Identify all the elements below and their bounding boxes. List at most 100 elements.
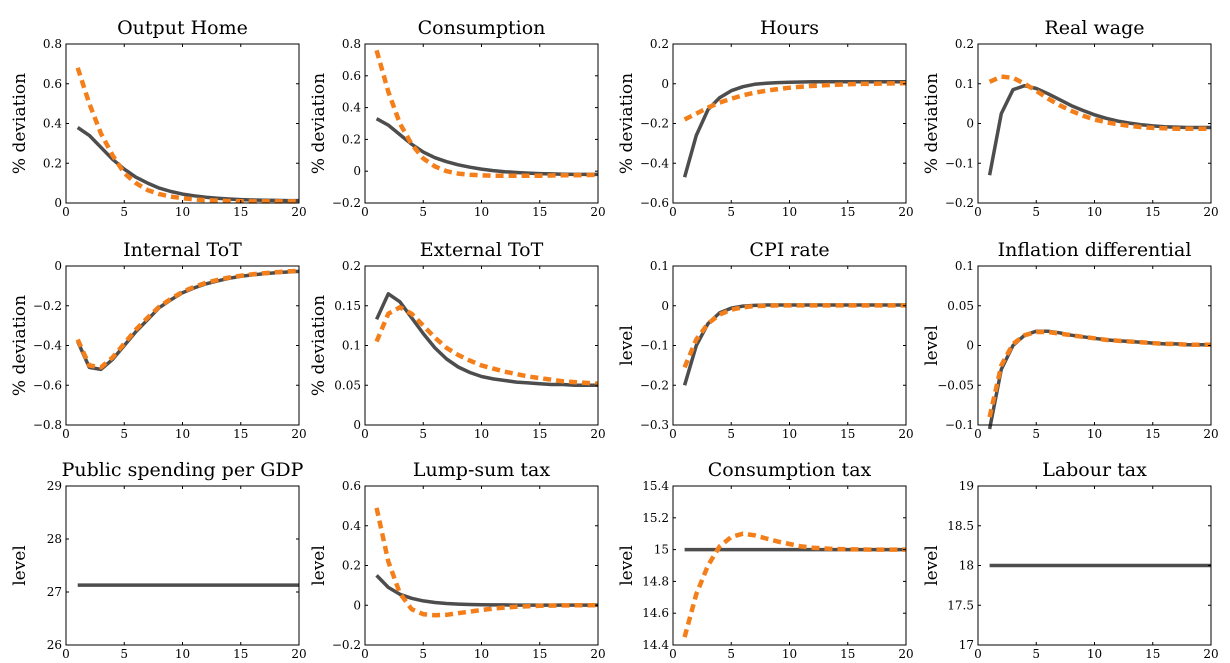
y-tick-label: 14.8 [642, 574, 669, 588]
series-line-dashed [75, 67, 299, 204]
y-tick-label: −0.1 [640, 339, 669, 353]
subplot-real-wage: Real wage % deviation 0 5 10 15 20 −0.2 −0.1 0 0.1… [922, 17, 1219, 219]
subplot-title: Public spending per GDP [62, 459, 304, 481]
y-tick-label: −0.6 [640, 196, 669, 210]
x-tick-label: 0 [62, 647, 70, 661]
series-line-dashed [374, 507, 598, 618]
x-tick-label: 20 [291, 647, 306, 661]
y-tick-label: −0.2 [332, 196, 361, 210]
series-line-solid [987, 329, 1211, 430]
x-tick-label: 10 [474, 647, 489, 661]
series-line-dashed [682, 303, 906, 369]
y-tick-label: 15.2 [642, 511, 669, 525]
y-tick-label: 0.2 [342, 132, 361, 146]
series-line-dashed [374, 305, 599, 386]
x-tick-label: 0 [361, 647, 369, 661]
series-line-solid [76, 126, 299, 203]
y-tick-label: 15.4 [642, 479, 669, 493]
x-tick-label: 0 [361, 205, 369, 219]
y-axis-label: % deviation [309, 295, 329, 396]
series-line-dashed [75, 268, 300, 370]
subplot-consumption-tax: Consumption tax level 0 5 10 15 20 14.4 14.6 14.8… [617, 459, 914, 661]
x-tick-label: 15 [532, 205, 547, 219]
x-tick-label: 0 [669, 205, 677, 219]
plot-frame [977, 43, 1212, 204]
subplot-inflation-differential: Inflation differential level 0 5 10 15 20 −0.1 −… [922, 239, 1219, 441]
x-tick-label: 20 [1203, 205, 1218, 219]
y-axis-label: level [10, 545, 30, 586]
x-tick-label: 10 [782, 205, 797, 219]
y-tick-label: 0.1 [650, 259, 669, 273]
y-tick-label: 0.8 [43, 37, 62, 51]
y-tick-label: −0.2 [640, 378, 669, 392]
x-tick-label: 10 [474, 205, 489, 219]
series-line-dashed [987, 329, 1211, 418]
plot-frame [65, 43, 300, 204]
x-tick-label: 15 [1145, 205, 1160, 219]
y-tick-label: 0.2 [650, 37, 669, 51]
y-tick-label: −0.1 [945, 418, 974, 432]
x-tick-label: 0 [62, 427, 70, 441]
plot-frame [672, 43, 907, 204]
x-tick-label: 20 [291, 427, 306, 441]
y-tick-label: 0 [966, 339, 974, 353]
x-tick-label: 5 [1032, 647, 1040, 661]
x-tick-label: 20 [590, 205, 605, 219]
y-tick-label: 0 [353, 164, 361, 178]
y-tick-label: 0.8 [342, 37, 361, 51]
x-tick-label: 10 [1087, 205, 1102, 219]
series-line-dashed [682, 531, 906, 638]
subplot-external-tot: External ToT % deviation 0 5 10 15 20 0 0.05 0.1 0… [309, 239, 606, 441]
y-axis-label: % deviation [10, 73, 30, 174]
x-tick-label: 5 [120, 427, 128, 441]
y-tick-label: 18.5 [947, 519, 974, 533]
x-tick-label: 0 [974, 427, 982, 441]
y-tick-label: −0.4 [33, 339, 63, 353]
y-tick-label: 0.4 [43, 117, 62, 131]
x-tick-label: 0 [974, 205, 982, 219]
x-tick-label: 10 [782, 647, 797, 661]
series-line-solid [682, 80, 906, 178]
y-tick-label: −0.4 [640, 156, 670, 170]
y-tick-label: 0.6 [43, 77, 62, 91]
y-tick-label: −0.8 [33, 418, 62, 432]
subplot-labour-tax: Labour tax level 0 5 10 15 20 17 17.5 18 18.5 19 [922, 459, 1219, 661]
y-tick-label: 0 [661, 299, 669, 313]
x-tick-label: 5 [727, 427, 735, 441]
y-tick-label: −0.3 [640, 418, 669, 432]
x-tick-label: 15 [840, 427, 855, 441]
y-tick-label: 0 [54, 259, 62, 273]
plot-frame [364, 43, 599, 204]
y-tick-label: 0.6 [342, 69, 361, 83]
y-tick-label: 0 [54, 196, 62, 210]
x-tick-label: 20 [1203, 427, 1218, 441]
y-tick-label: 0.2 [342, 259, 361, 273]
series-line-dashed [683, 80, 907, 122]
y-axis-label: level [309, 545, 329, 586]
x-tick-label: 10 [175, 427, 190, 441]
y-tick-label: 0 [353, 598, 361, 612]
y-axis-label: level [922, 325, 942, 366]
subplot-title: Labour tax [1042, 459, 1147, 481]
y-tick-label: 27 [47, 585, 62, 599]
subplot-title: Output Home [117, 17, 248, 39]
series-line-solid [375, 574, 598, 607]
x-tick-label: 5 [419, 205, 427, 219]
y-tick-label: 0 [353, 418, 361, 432]
x-tick-label: 0 [974, 647, 982, 661]
x-tick-label: 20 [898, 427, 913, 441]
y-tick-label: 0.05 [334, 378, 361, 392]
y-tick-label: −0.2 [332, 638, 361, 652]
subplot-output-home: Output Home % deviation 0 5 10 15 20 0 0.2 0.4 0.6… [10, 17, 307, 219]
x-tick-label: 15 [840, 647, 855, 661]
subplot-internal-tot: Internal ToT % deviation 0 5 10 15 20 −0.8 −0.6 −… [10, 239, 307, 441]
x-tick-label: 10 [1087, 647, 1102, 661]
y-tick-label: −0.6 [33, 378, 62, 392]
subplot-title: Internal ToT [123, 239, 242, 261]
subplot-title: Consumption tax [708, 459, 872, 481]
subplot-title: Consumption [418, 17, 546, 39]
x-tick-label: 20 [291, 205, 306, 219]
x-tick-label: 0 [669, 427, 677, 441]
